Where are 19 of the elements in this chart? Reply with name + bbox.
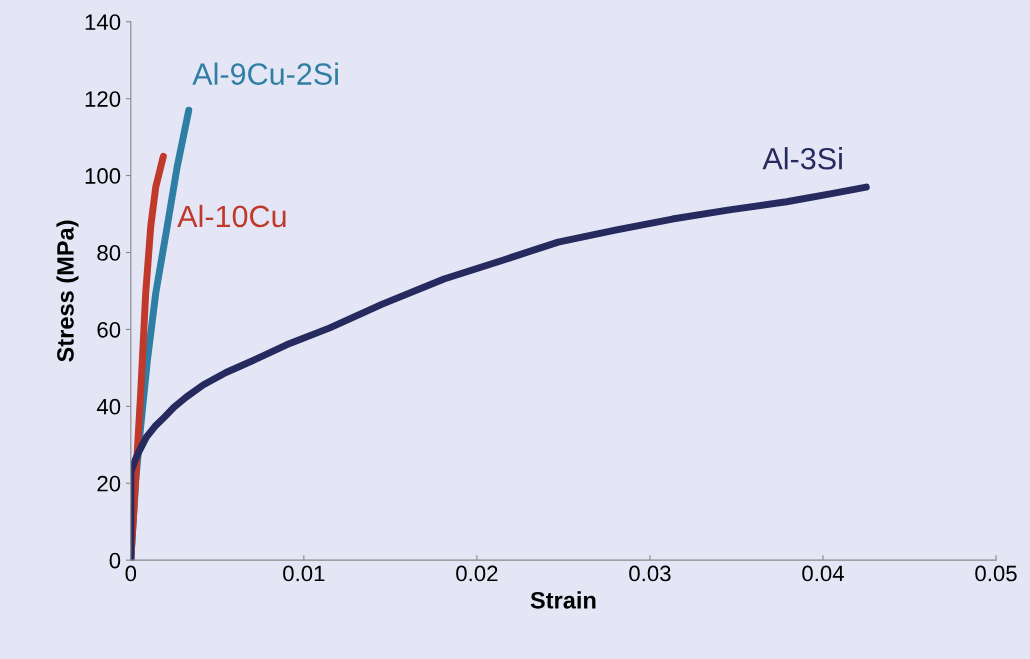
series-label: Al-10Cu	[177, 204, 286, 228]
y-tick-label: 140	[85, 14, 121, 31]
series-label: Al-9Cu-2Si	[192, 62, 338, 85]
y-tick-label: 60	[97, 321, 121, 338]
y-tick-label: 20	[97, 475, 121, 492]
y-tick-label: 40	[96, 398, 121, 415]
x-tick-label: 0.05	[975, 565, 1017, 582]
series-label: Al-3Si	[762, 147, 842, 170]
x-tick-label: 0.01	[283, 565, 325, 582]
y-tick-label: 0	[109, 552, 121, 569]
x-tick-label: 0.02	[456, 565, 498, 582]
y-tick-label: 100	[85, 168, 121, 184]
x-tick-label: 0.03	[629, 565, 671, 582]
x-tick-label: 0	[125, 565, 137, 582]
x-tick-label: 0.04	[802, 565, 844, 582]
y-axis-title: Stress (MPa)	[56, 220, 79, 362]
y-tick-label: 120	[85, 91, 121, 107]
x-axis-title: Strain	[530, 591, 596, 609]
y-tick-label: 80	[97, 245, 121, 261]
